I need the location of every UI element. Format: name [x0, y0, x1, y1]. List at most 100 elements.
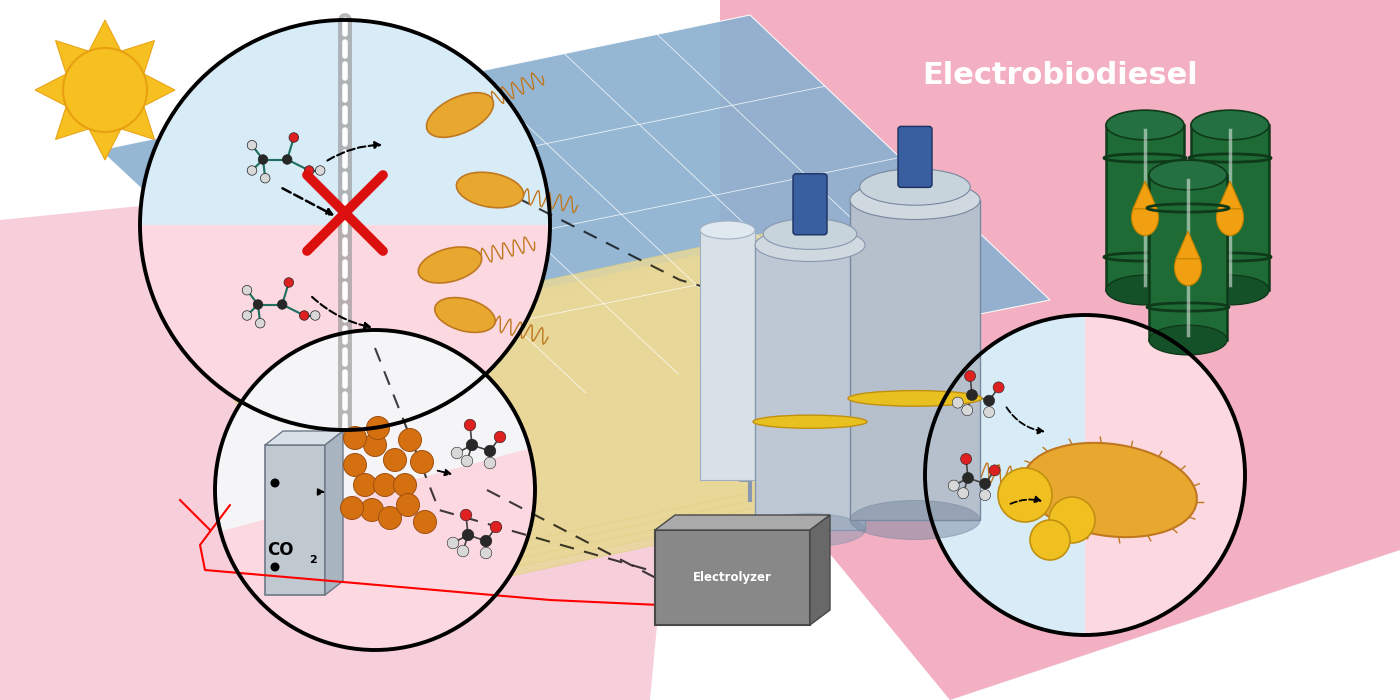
Circle shape: [960, 454, 972, 465]
Circle shape: [384, 449, 406, 472]
Circle shape: [966, 389, 977, 400]
Circle shape: [984, 395, 994, 406]
Polygon shape: [120, 106, 154, 139]
Polygon shape: [220, 262, 951, 602]
Circle shape: [998, 468, 1051, 522]
Ellipse shape: [1191, 110, 1268, 140]
Circle shape: [270, 479, 280, 487]
Circle shape: [63, 48, 147, 132]
Polygon shape: [120, 41, 154, 74]
FancyBboxPatch shape: [850, 200, 980, 520]
Circle shape: [984, 407, 994, 418]
Polygon shape: [144, 74, 175, 106]
Polygon shape: [325, 431, 343, 595]
Circle shape: [367, 416, 389, 440]
Circle shape: [260, 174, 270, 183]
Polygon shape: [811, 515, 830, 625]
Circle shape: [343, 426, 367, 449]
Circle shape: [480, 536, 491, 547]
Polygon shape: [265, 431, 343, 445]
Ellipse shape: [1149, 160, 1226, 190]
Circle shape: [988, 465, 1000, 476]
Wedge shape: [140, 20, 550, 225]
Ellipse shape: [753, 415, 867, 428]
FancyBboxPatch shape: [755, 245, 865, 530]
FancyBboxPatch shape: [1191, 125, 1268, 290]
Circle shape: [300, 311, 309, 321]
Circle shape: [340, 496, 364, 519]
Circle shape: [270, 563, 280, 571]
Ellipse shape: [850, 181, 980, 220]
Polygon shape: [90, 20, 120, 51]
Circle shape: [311, 311, 321, 321]
Circle shape: [277, 300, 287, 309]
Ellipse shape: [1106, 110, 1184, 140]
Circle shape: [248, 166, 256, 175]
Circle shape: [925, 315, 1245, 635]
Text: Electrobiodiesel: Electrobiodiesel: [923, 60, 1198, 90]
Wedge shape: [1085, 315, 1245, 635]
Ellipse shape: [848, 391, 981, 406]
Polygon shape: [720, 0, 1400, 700]
Circle shape: [364, 433, 386, 456]
FancyBboxPatch shape: [792, 174, 827, 234]
FancyBboxPatch shape: [265, 445, 325, 595]
Ellipse shape: [427, 92, 494, 137]
Circle shape: [458, 545, 469, 557]
Ellipse shape: [850, 500, 980, 540]
Ellipse shape: [1149, 325, 1226, 355]
Text: CO: CO: [267, 541, 294, 559]
Wedge shape: [220, 449, 535, 650]
Ellipse shape: [755, 514, 865, 547]
Circle shape: [980, 489, 991, 500]
Ellipse shape: [860, 169, 970, 205]
Circle shape: [315, 166, 325, 175]
Circle shape: [413, 510, 437, 533]
Circle shape: [242, 286, 252, 295]
Circle shape: [396, 494, 420, 517]
Circle shape: [410, 451, 434, 473]
Circle shape: [343, 454, 367, 477]
Circle shape: [965, 370, 976, 382]
Circle shape: [466, 439, 477, 451]
Polygon shape: [1218, 181, 1242, 209]
Circle shape: [490, 522, 501, 533]
Polygon shape: [56, 106, 90, 139]
Polygon shape: [220, 254, 951, 594]
Polygon shape: [90, 129, 120, 160]
Circle shape: [993, 382, 1004, 393]
Circle shape: [258, 155, 267, 164]
Ellipse shape: [1191, 275, 1268, 305]
FancyBboxPatch shape: [655, 530, 811, 625]
Circle shape: [353, 473, 377, 496]
Circle shape: [447, 537, 459, 549]
Polygon shape: [35, 74, 66, 106]
Circle shape: [283, 155, 293, 164]
Circle shape: [1030, 520, 1070, 560]
Polygon shape: [56, 41, 90, 74]
Ellipse shape: [1106, 275, 1184, 305]
Ellipse shape: [1175, 249, 1201, 286]
Circle shape: [1049, 497, 1095, 543]
FancyBboxPatch shape: [700, 230, 755, 480]
Ellipse shape: [763, 218, 857, 249]
Circle shape: [962, 473, 973, 484]
Polygon shape: [1176, 231, 1200, 259]
Circle shape: [461, 509, 472, 521]
Circle shape: [253, 300, 263, 309]
Circle shape: [288, 133, 298, 142]
Circle shape: [304, 166, 314, 175]
FancyBboxPatch shape: [1149, 175, 1226, 340]
Circle shape: [399, 428, 421, 452]
Circle shape: [461, 455, 473, 467]
Circle shape: [494, 431, 505, 443]
Polygon shape: [655, 515, 830, 530]
Ellipse shape: [700, 221, 755, 239]
Ellipse shape: [419, 247, 482, 283]
Polygon shape: [99, 15, 1050, 430]
Circle shape: [980, 478, 991, 489]
Circle shape: [952, 397, 963, 408]
Circle shape: [948, 480, 959, 491]
Ellipse shape: [755, 228, 865, 262]
Circle shape: [374, 473, 396, 496]
